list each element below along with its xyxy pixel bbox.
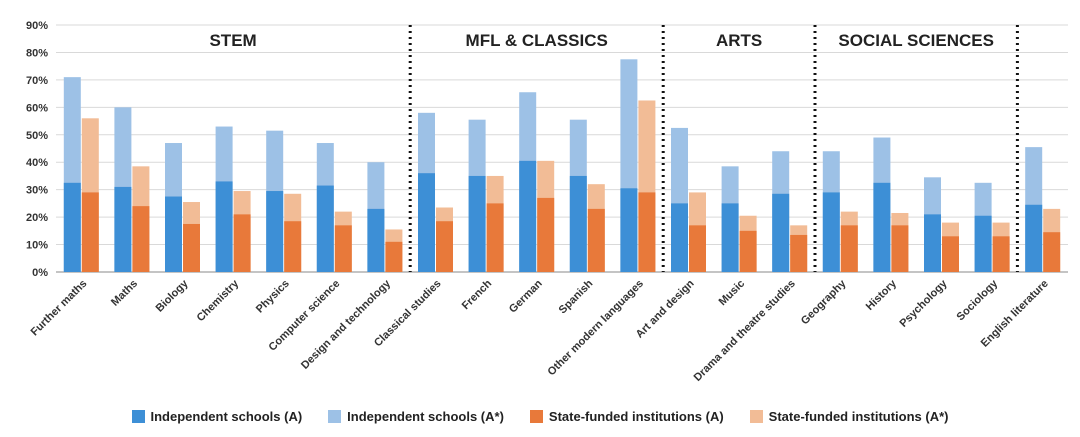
- y-tick-label: 80%: [26, 47, 48, 59]
- x-tick-label: Chemistry: [195, 277, 242, 324]
- bar-state-a: [385, 241, 403, 272]
- bar-independent-a: [266, 191, 284, 272]
- x-tick-label: Psychology: [897, 277, 950, 330]
- x-tick-label: Geography: [799, 277, 849, 327]
- bar-independent-a: [620, 188, 638, 272]
- bar-state-a: [1043, 232, 1061, 272]
- bar-state-a: [537, 197, 555, 272]
- group-label: ARTS: [716, 31, 762, 50]
- legend-item-independent-a: Independent schools (A): [131, 409, 303, 424]
- gridlines: [56, 24, 1068, 273]
- bar-independent-a: [63, 182, 81, 272]
- y-tick-label: 10%: [26, 240, 48, 252]
- legend-label: State-funded institutions (A*): [768, 409, 949, 424]
- group-label: STEM: [209, 31, 256, 50]
- x-tick-label: Design and technology: [299, 277, 394, 372]
- legend-swatch: [529, 410, 543, 423]
- bar-independent-a: [468, 175, 486, 272]
- legend-swatch: [328, 410, 342, 423]
- bar-chart: 0% 10% 20% 30% 40% 50% 60% 70% 80% 90% Further mat…: [26, 20, 1068, 384]
- x-tick-label: Spanish: [557, 277, 596, 316]
- x-tick-label: Music: [717, 278, 748, 309]
- bar-independent-a: [974, 215, 992, 272]
- x-tick-label: Further maths: [29, 278, 90, 339]
- bar-state-a: [183, 223, 200, 272]
- legend-label: Independent schools (A*): [347, 409, 504, 424]
- bar-state-a: [992, 236, 1010, 272]
- bar-state-a: [81, 192, 99, 272]
- legend-item-independent-astar: Independent schools (A*): [328, 409, 504, 424]
- bar-independent-a: [772, 193, 790, 272]
- bar-state-a: [739, 230, 757, 272]
- bars: [63, 59, 1061, 273]
- bar-independent-a: [569, 175, 587, 272]
- group-label: SOCIAL SCIENCES: [838, 31, 994, 50]
- bar-independent-a: [1025, 204, 1043, 272]
- bar-independent-a: [215, 181, 233, 272]
- legend-label: State-funded institutions (A): [548, 409, 724, 424]
- legend-item-state-a: State-funded institutions (A): [529, 409, 724, 424]
- bar-independent-a: [873, 182, 891, 272]
- x-tick-label: Physics: [254, 278, 292, 316]
- y-tick-label: 60%: [26, 102, 48, 114]
- bar-state-a: [233, 214, 251, 272]
- x-tick-label: French: [460, 277, 495, 312]
- bar-state-a: [942, 236, 959, 272]
- bar-state-a: [840, 225, 858, 272]
- legend-item-state-astar: State-funded institutions (A*): [749, 409, 949, 424]
- bar-state-a: [334, 225, 352, 272]
- y-tick-label: 0%: [32, 267, 48, 279]
- bar-independent-a: [671, 203, 688, 272]
- bar-state-a: [891, 225, 909, 272]
- bar-state-a: [436, 221, 453, 272]
- bar-state-a: [132, 206, 150, 272]
- bar-independent-a: [418, 173, 435, 272]
- bar-independent-a: [367, 208, 385, 272]
- legend-swatch: [131, 410, 145, 423]
- x-tick-label: German: [507, 277, 545, 315]
- bar-independent-a: [114, 186, 132, 272]
- bar-independent-a: [519, 160, 537, 272]
- bar-state-a: [486, 203, 504, 272]
- bar-state-a: [587, 208, 605, 272]
- legend: Independent schools (A) Independent scho…: [0, 409, 1080, 424]
- x-tick-label: Drama and theatre studies: [692, 278, 798, 384]
- y-tick-label: 20%: [26, 212, 48, 224]
- bar-independent-a: [822, 192, 840, 272]
- legend-swatch: [749, 410, 763, 423]
- legend-label: Independent schools (A): [150, 409, 303, 424]
- x-tick-label: Maths: [109, 278, 140, 309]
- y-tick-label: 50%: [26, 130, 48, 142]
- x-tick-label: History: [864, 277, 900, 313]
- bar-independent-a: [165, 196, 182, 272]
- bar-state-a: [638, 192, 656, 272]
- bar-independent-a: [721, 203, 739, 272]
- y-tick-label: 90%: [26, 20, 48, 32]
- bar-state-a: [790, 234, 808, 272]
- bar-independent-a: [316, 185, 334, 272]
- y-tick-label: 30%: [26, 185, 48, 197]
- y-tick-label: 70%: [26, 75, 48, 87]
- bar-independent-a: [924, 214, 941, 272]
- x-tick-label: Biology: [154, 277, 192, 315]
- y-tick-label: 40%: [26, 157, 48, 169]
- bar-state-a: [284, 221, 302, 272]
- group-separators: [408, 25, 1019, 272]
- x-tick-label: Other modern languages: [545, 278, 646, 379]
- group-label: MFL & CLASSICS: [466, 31, 608, 50]
- x-tick-label: Sociology: [955, 277, 1001, 323]
- bar-state-a: [689, 225, 706, 272]
